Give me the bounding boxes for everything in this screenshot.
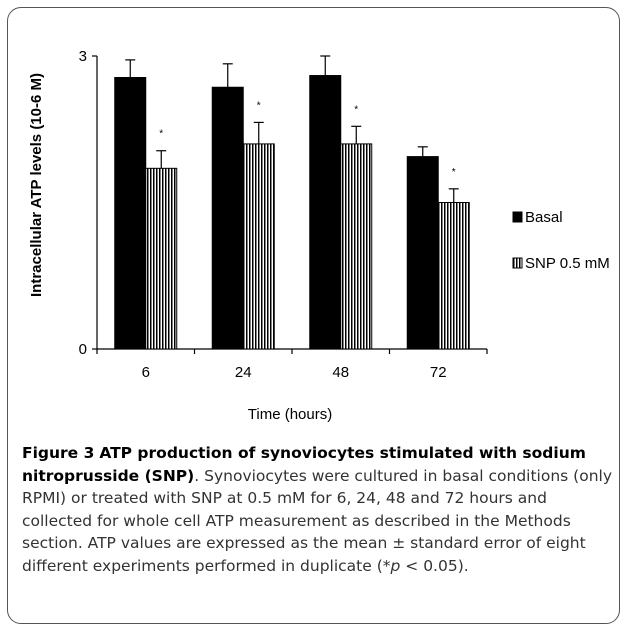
- caption-title: ATP production of synoviocytes stimulate…: [22, 444, 586, 485]
- figure-caption: Figure 3 ATP production of synoviocytes …: [22, 442, 612, 577]
- bar-snp: [145, 167, 178, 350]
- significance-marker: *: [452, 167, 456, 178]
- significance-marker: *: [257, 100, 261, 111]
- x-tick-label: 72: [430, 364, 447, 381]
- plot-area: 0 3 6 24 48 72 * * * * Basal SNP 0.5 mM: [79, 48, 610, 381]
- legend-swatch-basal: [512, 211, 523, 223]
- y-tick-label: 3: [79, 48, 87, 65]
- caption-label: Figure 3: [22, 444, 95, 462]
- legend-label-basal: Basal: [525, 209, 563, 226]
- legend-label-snp: SNP 0.5 mM: [525, 255, 610, 272]
- y-tick-label: 0: [79, 341, 87, 358]
- bar-snp: [242, 143, 275, 350]
- significance-marker: *: [159, 129, 163, 140]
- x-tick-label: 24: [235, 364, 252, 381]
- bar-basal: [406, 156, 439, 350]
- bar-snp: [437, 202, 470, 350]
- bar-basal: [309, 75, 342, 350]
- y-axis-label: Intracellular ATP levels (10-6 M): [28, 73, 45, 297]
- bar-basal: [211, 86, 244, 350]
- bar-basal: [114, 76, 147, 350]
- significance-marker: *: [354, 104, 358, 115]
- caption-body: . Synoviocytes were cultured in basal co…: [22, 466, 613, 575]
- x-tick-label: 48: [332, 364, 349, 381]
- legend-swatch-snp: [512, 257, 523, 269]
- bar-snp: [340, 143, 373, 350]
- caption-body-end: < 0.05).: [400, 556, 469, 575]
- x-tick-label: 6: [142, 364, 150, 381]
- bar-chart: Intracellular ATP levels (10-6 M) Time (…: [28, 48, 610, 423]
- caption-p-symbol: p: [390, 556, 401, 575]
- x-axis-label: Time (hours): [248, 406, 332, 423]
